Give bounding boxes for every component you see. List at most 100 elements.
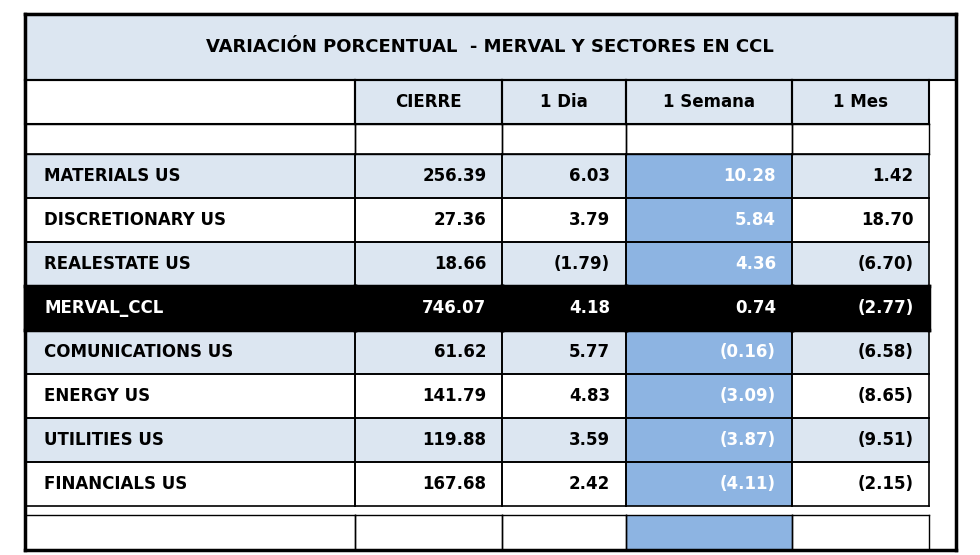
Text: 1.42: 1.42 xyxy=(872,168,913,185)
Bar xyxy=(24,198,355,243)
Bar xyxy=(626,124,792,154)
Bar xyxy=(792,198,929,243)
Bar xyxy=(355,124,502,154)
Bar xyxy=(24,14,956,80)
Bar xyxy=(355,198,502,243)
Text: (2.77): (2.77) xyxy=(858,299,913,317)
Text: 18.70: 18.70 xyxy=(861,211,913,229)
Bar xyxy=(626,198,792,243)
Text: 1 Dia: 1 Dia xyxy=(540,93,588,111)
Bar xyxy=(502,243,626,286)
Bar xyxy=(626,330,792,374)
Bar xyxy=(502,154,626,198)
Text: 2.42: 2.42 xyxy=(569,475,611,493)
Bar xyxy=(24,514,355,550)
Bar xyxy=(792,514,929,550)
Bar xyxy=(502,330,626,374)
Text: MERVAL_CCL: MERVAL_CCL xyxy=(44,299,164,317)
Text: 746.07: 746.07 xyxy=(422,299,486,317)
Bar xyxy=(24,330,355,374)
Bar xyxy=(24,286,355,330)
Text: (9.51): (9.51) xyxy=(858,431,913,449)
Text: (3.87): (3.87) xyxy=(720,431,776,449)
Bar xyxy=(502,514,626,550)
Bar xyxy=(24,124,355,154)
Bar xyxy=(626,462,792,506)
Bar xyxy=(626,374,792,418)
Bar xyxy=(355,514,502,550)
Text: ENERGY US: ENERGY US xyxy=(44,387,150,405)
Bar xyxy=(626,514,792,550)
Text: DISCRETIONARY US: DISCRETIONARY US xyxy=(44,211,226,229)
Bar xyxy=(792,154,929,198)
Bar xyxy=(502,462,626,506)
Bar xyxy=(355,154,502,198)
Text: REALESTATE US: REALESTATE US xyxy=(44,255,191,273)
Text: 119.88: 119.88 xyxy=(422,431,486,449)
Text: 61.62: 61.62 xyxy=(434,343,486,361)
Text: 10.28: 10.28 xyxy=(723,168,776,185)
Text: (6.58): (6.58) xyxy=(858,343,913,361)
Text: 256.39: 256.39 xyxy=(422,168,486,185)
Text: (8.65): (8.65) xyxy=(858,387,913,405)
Bar xyxy=(792,418,929,462)
Text: (0.16): (0.16) xyxy=(720,343,776,361)
Text: 0.74: 0.74 xyxy=(735,299,776,317)
Bar xyxy=(24,374,355,418)
Text: 5.84: 5.84 xyxy=(735,211,776,229)
Bar xyxy=(355,286,502,330)
Text: COMUNICATIONS US: COMUNICATIONS US xyxy=(44,343,233,361)
Bar xyxy=(502,124,626,154)
Bar xyxy=(355,374,502,418)
Text: CIERRE: CIERRE xyxy=(395,93,462,111)
Bar xyxy=(355,462,502,506)
Bar xyxy=(792,80,929,124)
Bar xyxy=(502,80,626,124)
Bar xyxy=(502,198,626,243)
Bar xyxy=(626,418,792,462)
Bar xyxy=(792,243,929,286)
Bar xyxy=(792,374,929,418)
Bar xyxy=(792,330,929,374)
Bar xyxy=(626,80,792,124)
Bar xyxy=(24,462,355,506)
Text: MATERIALS US: MATERIALS US xyxy=(44,168,180,185)
Text: 4.36: 4.36 xyxy=(735,255,776,273)
Text: (6.70): (6.70) xyxy=(858,255,913,273)
Text: 141.79: 141.79 xyxy=(422,387,486,405)
Text: UTILITIES US: UTILITIES US xyxy=(44,431,164,449)
Text: FINANCIALS US: FINANCIALS US xyxy=(44,475,187,493)
Text: 3.59: 3.59 xyxy=(569,431,611,449)
Text: 3.79: 3.79 xyxy=(569,211,611,229)
Bar xyxy=(24,243,355,286)
Text: 6.03: 6.03 xyxy=(569,168,611,185)
Text: 5.77: 5.77 xyxy=(569,343,611,361)
Bar xyxy=(355,418,502,462)
Bar xyxy=(24,418,355,462)
Text: 18.66: 18.66 xyxy=(434,255,486,273)
Text: (3.09): (3.09) xyxy=(720,387,776,405)
Text: 4.18: 4.18 xyxy=(569,299,611,317)
Text: 4.83: 4.83 xyxy=(569,387,611,405)
Bar xyxy=(792,462,929,506)
Bar xyxy=(792,286,929,330)
Text: (1.79): (1.79) xyxy=(554,255,611,273)
Bar xyxy=(24,80,355,124)
Bar xyxy=(502,286,626,330)
Text: 167.68: 167.68 xyxy=(422,475,486,493)
Text: 1 Semana: 1 Semana xyxy=(662,93,755,111)
Bar xyxy=(626,286,792,330)
Text: 27.36: 27.36 xyxy=(434,211,486,229)
Text: VARIACIÓN PORCENTUAL  - MERVAL Y SECTORES EN CCL: VARIACIÓN PORCENTUAL - MERVAL Y SECTORES… xyxy=(206,38,774,56)
Bar xyxy=(626,154,792,198)
Text: 1 Mes: 1 Mes xyxy=(833,93,888,111)
Bar xyxy=(355,330,502,374)
Bar xyxy=(355,243,502,286)
Text: (4.11): (4.11) xyxy=(720,475,776,493)
Bar xyxy=(792,124,929,154)
Text: (2.15): (2.15) xyxy=(858,475,913,493)
Bar xyxy=(502,374,626,418)
Bar xyxy=(24,154,355,198)
Bar xyxy=(355,80,502,124)
Bar xyxy=(502,418,626,462)
